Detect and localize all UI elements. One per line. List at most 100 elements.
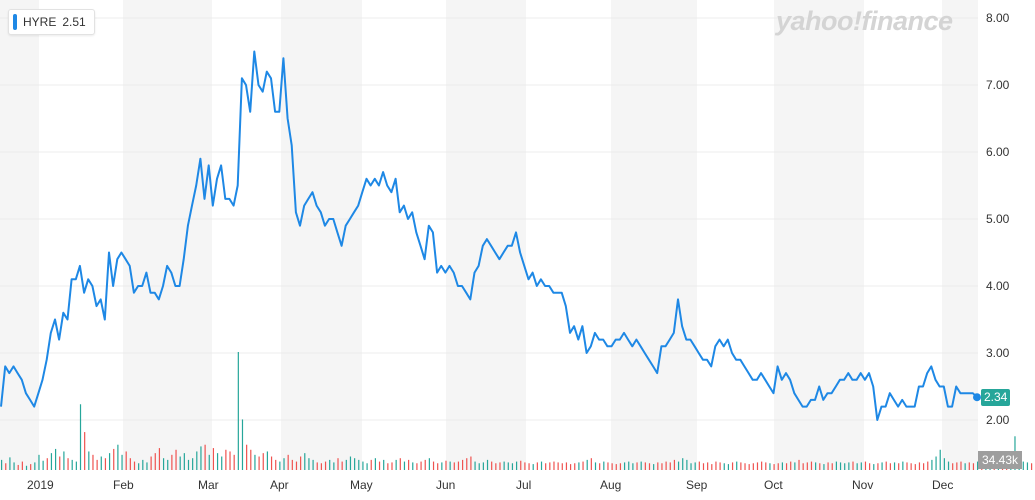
series-swatch — [13, 14, 17, 30]
volume-bar — [420, 461, 422, 470]
volume-bar — [167, 459, 169, 470]
volume-bar — [25, 465, 28, 470]
legend-value: 2.51 — [62, 15, 86, 29]
volume-bar — [881, 462, 883, 470]
volume-bar — [308, 458, 310, 470]
volume-bar — [441, 462, 443, 470]
volume-bar — [154, 453, 156, 470]
volume-bar — [632, 463, 634, 470]
volume-bar — [499, 462, 501, 470]
volume-bar — [603, 461, 605, 470]
volume-bar — [183, 453, 185, 470]
volume-bar — [873, 464, 875, 470]
volume-bar — [902, 461, 904, 470]
month-band — [446, 0, 526, 470]
volume-bar — [844, 463, 846, 470]
month-band — [774, 0, 864, 470]
volume-bar — [403, 461, 406, 470]
volume-bar — [761, 461, 763, 470]
volume-bar — [935, 456, 937, 470]
volume-bar — [802, 463, 804, 470]
x-tick-label: Sep — [686, 478, 708, 492]
volume-bar — [221, 456, 223, 470]
volume-bar — [416, 463, 418, 470]
volume-bar — [947, 461, 950, 470]
volume-bar — [378, 461, 381, 470]
volume-bar — [839, 462, 842, 470]
volume-bar — [657, 462, 659, 470]
volume-bar — [408, 459, 410, 470]
volume-bar — [827, 462, 829, 470]
volume-bar — [192, 458, 194, 470]
volume-bar — [952, 463, 954, 470]
month-bands — [0, 0, 978, 470]
volume-bar — [237, 352, 239, 470]
volume-bar — [723, 463, 725, 470]
volume-bar — [266, 451, 269, 470]
volume-bar — [38, 454, 40, 470]
volume-bar — [765, 462, 767, 470]
price-line — [0, 50, 978, 421]
volume-bar — [686, 459, 688, 470]
volume-bar — [21, 461, 23, 470]
volume-bar — [478, 463, 480, 470]
last-price-tag: 2.34 — [981, 389, 1011, 406]
volume-bar — [553, 461, 555, 470]
volume-bar — [682, 458, 684, 470]
volume-bar — [275, 459, 277, 470]
volume-bar — [495, 463, 497, 470]
volume-bar — [532, 464, 534, 470]
volume-bar — [241, 419, 244, 470]
volume-bar — [665, 461, 667, 470]
volume-bar — [752, 463, 754, 470]
volume-bar — [898, 463, 900, 470]
volume-bar — [835, 461, 837, 470]
volume-bar — [578, 462, 580, 470]
volume-bar — [50, 453, 53, 470]
volume-bar — [374, 458, 376, 470]
y-tick-label: 8.00 — [986, 11, 1010, 25]
volume-bar — [927, 461, 929, 470]
volume-bar — [910, 463, 912, 470]
volume-bar — [623, 462, 626, 470]
x-tick-label: Apr — [270, 478, 289, 492]
legend-chip[interactable]: HYRE 2.51 — [8, 9, 95, 35]
volume-bar — [619, 463, 622, 470]
volume-bar — [399, 458, 401, 470]
volume-bar — [540, 461, 543, 470]
volume-bar — [815, 462, 817, 470]
volume-bar — [84, 432, 86, 470]
volume-bar — [798, 459, 800, 470]
volume-bar — [187, 459, 190, 470]
volume-bar — [138, 463, 140, 470]
volume-bar — [823, 464, 825, 470]
volume-bar — [972, 463, 975, 470]
volume-bar — [254, 454, 256, 470]
volume-bar — [507, 462, 509, 470]
volume-bar — [75, 461, 77, 470]
volume-bar — [287, 454, 289, 470]
volume-bar — [229, 451, 231, 470]
x-tick-label: Aug — [600, 478, 621, 492]
volume-bar — [777, 463, 779, 470]
y-tick-label: 2.00 — [986, 413, 1010, 427]
volume-bar — [457, 461, 460, 470]
last-price-dot — [973, 393, 981, 402]
volume-bar — [304, 453, 306, 470]
volume-bar — [92, 454, 94, 470]
volume-bar — [258, 456, 260, 470]
volume-bar — [964, 463, 966, 470]
volume-bar — [279, 461, 281, 470]
volume-bar — [810, 461, 813, 470]
volume-bar — [453, 462, 455, 470]
volume-bar — [977, 461, 979, 470]
volume-bar — [383, 459, 385, 470]
month-band — [611, 0, 697, 470]
volume-bar — [694, 462, 696, 470]
volume-bar — [877, 463, 879, 470]
month-band — [281, 0, 362, 470]
y-tick-label: 6.00 — [986, 145, 1010, 159]
volume-bar — [179, 456, 181, 470]
volume-bar — [769, 463, 771, 470]
